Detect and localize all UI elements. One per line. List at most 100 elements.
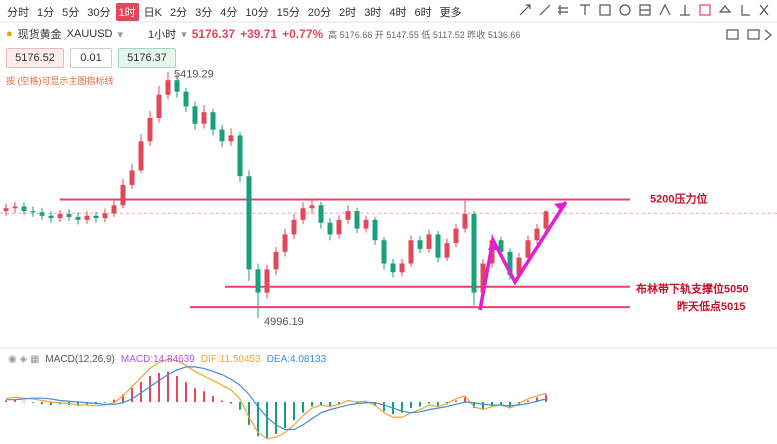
candle-body: [93, 215, 99, 219]
candle-body: [201, 112, 207, 124]
candle-body: [300, 208, 306, 220]
candle-body: [282, 234, 288, 252]
interval[interactable]: 1时: [115, 3, 139, 21]
macd-bar: [509, 402, 511, 409]
macd-bar: [338, 402, 340, 405]
interval[interactable]: 日K: [143, 7, 162, 19]
candle-body: [363, 219, 369, 229]
macd-bar: [32, 402, 34, 403]
macd-bar: [482, 402, 484, 410]
name: 现货黄金: [17, 29, 62, 41]
interval[interactable]: 2时: [339, 7, 357, 19]
candle-body: [138, 141, 144, 171]
candle-body: [3, 208, 9, 212]
candle-body: [192, 106, 198, 124]
macd-bar: [113, 399, 115, 402]
macd-bar: [176, 376, 178, 402]
candle-body: [75, 216, 81, 220]
macd-bar: [131, 388, 133, 402]
candle-body: [174, 80, 180, 92]
candle-body: [57, 214, 63, 219]
interval[interactable]: 20分: [307, 7, 332, 19]
interval[interactable]: 4时: [389, 7, 407, 19]
interval[interactable]: 分时: [7, 7, 29, 19]
label: 高: [328, 29, 338, 40]
candle-body: [120, 184, 126, 206]
candle-body: [165, 80, 171, 95]
interval[interactable]: 3分: [195, 7, 213, 19]
interval[interactable]: 2分: [169, 7, 188, 19]
interval[interactable]: 10分: [245, 7, 269, 19]
label: 低: [421, 29, 431, 40]
macd-bar: [428, 402, 430, 404]
macd-title: MACD(12,26,9): [45, 354, 115, 365]
macd-bar: [419, 402, 421, 407]
candle-body: [30, 211, 36, 213]
macd-bar: [437, 402, 439, 406]
interval[interactable]: 3时: [364, 7, 382, 19]
interval[interactable]: 1分: [37, 7, 55, 19]
dif-value: DIF:11.50453: [200, 354, 261, 365]
candle-body: [426, 234, 432, 249]
candle-body: [390, 263, 396, 273]
value: 5117.52: [432, 29, 465, 40]
icons: ◉ ◈ ▦: [8, 354, 40, 365]
dea-value: DEA:4.08133: [266, 354, 327, 365]
caret: ▾: [117, 28, 124, 41]
macd-bar: [536, 397, 538, 402]
macd-bar: [203, 391, 205, 402]
bid-button[interactable]: 5176.52: [6, 48, 64, 68]
candle-body: [12, 206, 18, 209]
candle-body: [417, 240, 423, 249]
macd-bar: [221, 400, 223, 402]
value: 5147.55: [386, 29, 419, 40]
candle-body: [291, 219, 297, 235]
candle-body: [471, 214, 477, 293]
macd-bar: [293, 402, 295, 421]
interval[interactable]: 5分: [62, 7, 80, 19]
interval[interactable]: 15分: [276, 7, 300, 19]
macd-bar: [248, 402, 250, 425]
interval[interactable]: 更多: [439, 7, 462, 19]
dif-line: [5, 358, 547, 440]
hint: 按 (空格)可显示主图指标线: [6, 76, 114, 86]
candle-body: [84, 215, 90, 220]
macd-bar: [311, 402, 313, 407]
low-label: 4996.19: [264, 316, 304, 328]
macd-bar: [23, 401, 25, 402]
candle-body: [381, 240, 387, 264]
period[interactable]: 1小时: [148, 29, 177, 41]
symbol-icon: ●: [6, 28, 13, 40]
macd-bar: [266, 402, 268, 439]
value: 5176.66: [339, 29, 373, 40]
candle-body: [156, 94, 162, 118]
macd-bar: [329, 402, 331, 407]
macd-bar: [500, 402, 502, 406]
macd-bar: [275, 402, 277, 435]
ask-button[interactable]: 5176.37: [118, 48, 176, 68]
interval[interactable]: 4分: [220, 7, 238, 19]
macd-bar: [491, 402, 493, 407]
candle-body: [516, 257, 522, 276]
macd-bar: [41, 402, 43, 405]
candle-body: [210, 112, 216, 130]
macd-bar: [122, 394, 124, 402]
candle-body: [444, 243, 450, 258]
macd-header: ◉ ◈ ▦ MACD(12,26,9) MACD:14.84639 DIF:11…: [8, 354, 326, 365]
price: 5176.37: [191, 27, 236, 41]
candle-body: [255, 269, 261, 293]
macd-bar: [230, 402, 232, 404]
interval[interactable]: 6时: [414, 7, 432, 19]
candle-body: [534, 228, 540, 241]
candle-body: [129, 170, 135, 185]
candle-body: [498, 240, 504, 252]
macd-bar: [50, 402, 52, 406]
candle-body: [318, 205, 324, 223]
qty-input[interactable]: 0.01: [70, 48, 112, 68]
interval[interactable]: 30分: [87, 7, 111, 19]
symbol[interactable]: XAUUSD: [66, 28, 113, 40]
value: 5136.66: [487, 29, 521, 40]
candle-body: [21, 206, 27, 212]
